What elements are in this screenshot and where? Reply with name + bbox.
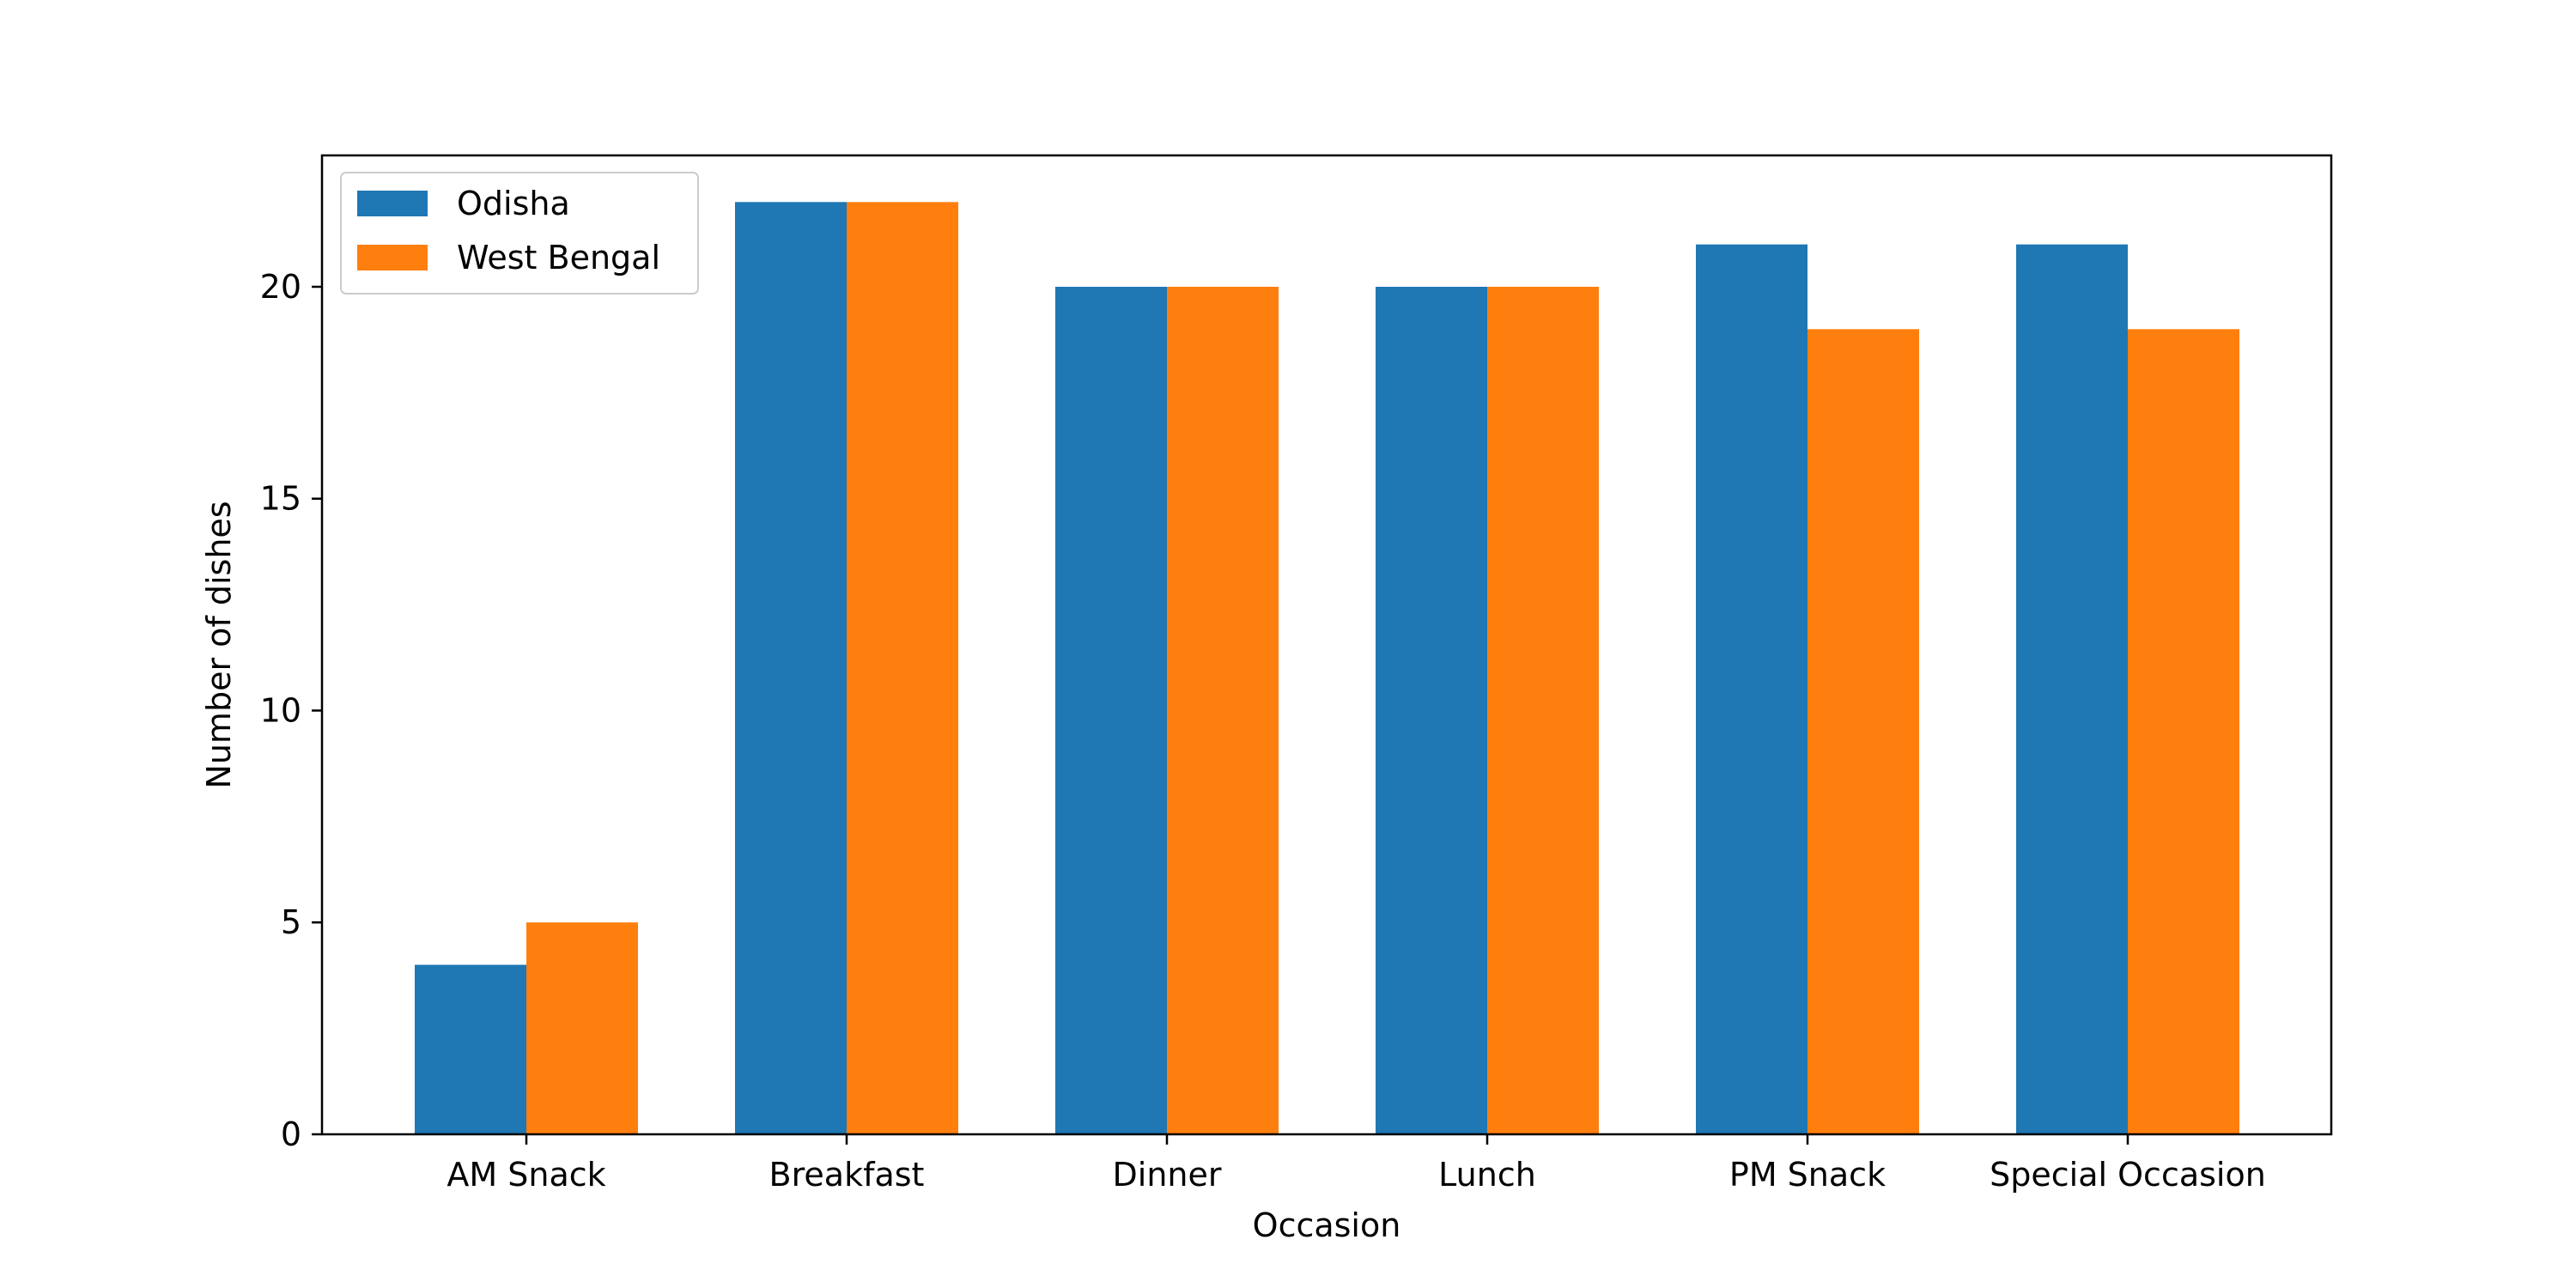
bars-layer — [415, 202, 2239, 1135]
legend-label: Odisha — [457, 185, 570, 222]
x-tick-label: Lunch — [1438, 1156, 1536, 1194]
y-tick-label: 5 — [281, 903, 301, 941]
bar-odisha-breakfast — [735, 202, 847, 1134]
y-tick-label: 20 — [260, 268, 301, 306]
legend-label: West Bengal — [457, 239, 660, 276]
legend-items: Odisha West Bengal — [357, 185, 660, 276]
y-axis-title: Number of dishes — [200, 501, 238, 788]
bar-odisha-am-snack — [415, 964, 526, 1134]
bar-west-bengal-lunch — [1487, 286, 1599, 1134]
bar-west-bengal-breakfast — [847, 202, 958, 1134]
bar-west-bengal-pm-snack — [1807, 329, 1919, 1135]
legend-frame — [340, 172, 699, 295]
x-tick-label: Breakfast — [769, 1156, 925, 1194]
bar-odisha-lunch — [1376, 286, 1487, 1134]
bar-odisha-dinner — [1055, 286, 1167, 1134]
x-tick-label: AM Snack — [447, 1156, 605, 1194]
bar-odisha-special-occasion — [2016, 244, 2128, 1134]
x-tick-label: Dinner — [1113, 1156, 1222, 1194]
bar-west-bengal-dinner — [1167, 286, 1279, 1134]
x-axis: AM Snack Breakfast Dinner Lunch PM Snack Spec… — [447, 1134, 2266, 1194]
legend-swatch — [357, 191, 428, 216]
y-axis: 0 5 10 15 20 — [260, 268, 322, 1153]
legend-swatch — [357, 245, 428, 270]
y-tick-label: 10 — [260, 691, 301, 729]
bar-west-bengal-am-snack — [526, 922, 638, 1134]
bar-odisha-pm-snack — [1696, 244, 1807, 1134]
bar-west-bengal-special-occasion — [2128, 329, 2239, 1135]
y-tick-label: 15 — [260, 480, 301, 518]
x-axis-title: Occasion — [1253, 1206, 1401, 1244]
plot-frame — [320, 154, 2333, 1136]
x-tick-label: PM Snack — [1729, 1156, 1886, 1194]
y-tick-label: 0 — [281, 1115, 301, 1153]
legend: Odisha West Bengal — [340, 172, 699, 295]
x-tick-label: Special Occasion — [1990, 1156, 2266, 1194]
